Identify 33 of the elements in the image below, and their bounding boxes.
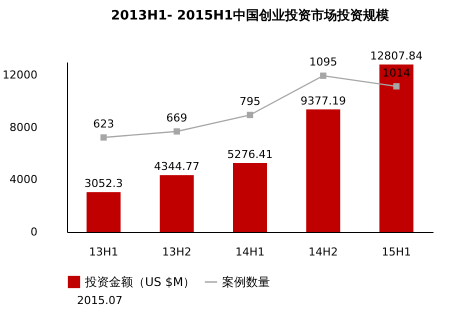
bar xyxy=(86,192,121,232)
data-label: 669 xyxy=(166,111,188,124)
point xyxy=(246,112,254,118)
legend-label: 投资金额（US $M） xyxy=(84,275,196,289)
data-label: 795 xyxy=(240,94,260,108)
x-tick-label: 15H1 xyxy=(382,246,412,258)
y-tick-label: 4000 xyxy=(10,173,38,186)
y-tick-label: 8000 xyxy=(10,120,38,134)
data-label: 3052.3 xyxy=(84,177,123,190)
y-tick-label: 0 xyxy=(30,226,38,238)
bar xyxy=(160,175,194,232)
point xyxy=(393,83,400,90)
data-label: 5276.41 xyxy=(227,148,273,161)
data-label: 1014 xyxy=(382,66,410,80)
bar xyxy=(379,64,414,232)
data-label: 4344.77 xyxy=(154,160,200,174)
point xyxy=(320,72,326,79)
bar xyxy=(233,163,267,232)
x-tick-label: 13H1 xyxy=(88,246,118,258)
text: 2015.07 xyxy=(77,294,122,307)
x-tick-label: 14H1 xyxy=(235,246,265,258)
data-label: 9377.19 xyxy=(300,94,346,108)
x-tick-label: 14H2 xyxy=(308,246,338,258)
x-tick-label: 13H2 xyxy=(162,246,192,258)
data-label: 12807.84 xyxy=(370,50,423,63)
data-label: 623 xyxy=(93,117,114,130)
legend-label: 案例数量 xyxy=(222,275,270,289)
point xyxy=(100,134,107,141)
point xyxy=(174,128,180,135)
chart-title: 2013H1- 2015H1中国创业投资市场投资规模 xyxy=(110,8,390,24)
data-label: 1095 xyxy=(309,56,338,69)
bar xyxy=(306,109,340,232)
y-tick-label: 12000 xyxy=(2,68,38,82)
